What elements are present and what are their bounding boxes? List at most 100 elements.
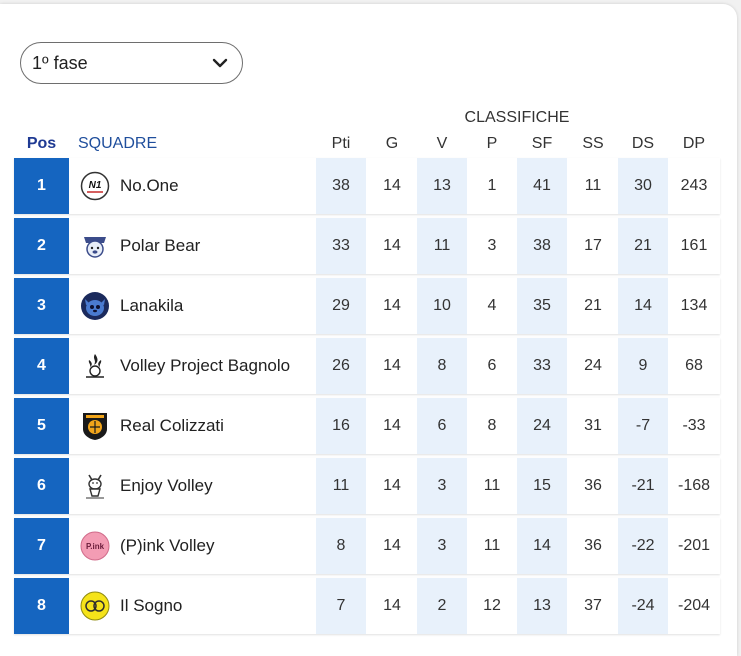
position-cell: 7	[14, 518, 69, 574]
stat-ds: 21	[618, 218, 668, 274]
table-header: Pos SQUADRE Pti G V P SF SS DS DP	[14, 135, 720, 157]
team-name[interactable]: Polar Bear	[120, 236, 201, 255]
stat-ds: 9	[618, 338, 668, 394]
svg-text:P.ink: P.ink	[86, 542, 105, 551]
stat-dp: 68	[685, 357, 703, 374]
stat-g: 14	[383, 597, 401, 614]
stat-sf: 33	[517, 338, 567, 394]
stat-p: 6	[487, 357, 497, 374]
stat-v: 2	[417, 578, 467, 634]
pink-volley-logo-icon: P.ink	[80, 531, 110, 561]
table-row[interactable]: 8 Il Sogno 7 14 2 12 13 37 -24 -204	[14, 578, 720, 634]
team-name[interactable]: Il Sogno	[120, 596, 183, 615]
position-cell: 3	[14, 278, 69, 334]
enjoy-volley-logo-icon	[80, 471, 110, 501]
stat-pti: 33	[316, 218, 366, 274]
stat-p: 3	[487, 237, 497, 254]
team-name[interactable]: Volley Project Bagnolo	[120, 356, 291, 375]
stat-sf: 38	[517, 218, 567, 274]
stat-ss: 36	[584, 537, 602, 554]
stat-sf: 14	[517, 518, 567, 574]
team-name[interactable]: (P)ink Volley	[120, 536, 215, 555]
stat-p: 1	[487, 177, 497, 194]
phase-select[interactable]: 1º fase	[20, 42, 243, 84]
stat-ds: 14	[618, 278, 668, 334]
stat-pti: 29	[316, 278, 366, 334]
team-name[interactable]: Lanakila	[120, 296, 184, 315]
table-row[interactable]: 7 P.ink (P)ink Volley 8 14 3 11 14 36 -2…	[14, 518, 720, 574]
stat-sf: 15	[517, 458, 567, 514]
table-row[interactable]: 5 Real Colizzati 16 14 6 8 24 31 -7 -33	[14, 398, 720, 454]
stat-dp: 243	[680, 177, 708, 194]
stat-ss: 11	[584, 177, 602, 194]
stat-g: 14	[383, 417, 401, 434]
stat-v: 13	[417, 158, 467, 214]
position-cell: 4	[14, 338, 69, 394]
table-title: CLASSIFICHE	[464, 109, 570, 126]
real-colizzati-logo-icon	[80, 411, 110, 441]
stat-sf: 35	[517, 278, 567, 334]
table-row[interactable]: 1 N1 No.One 38 14 13 1 41 11 30 243	[14, 158, 720, 214]
stat-g: 14	[383, 537, 401, 554]
stat-v: 3	[417, 518, 467, 574]
position-cell: 1	[14, 158, 69, 214]
phase-select-value: 1º fase	[32, 52, 88, 73]
team-name[interactable]: Real Colizzati	[120, 416, 224, 435]
stat-p: 4	[487, 297, 497, 314]
standings-rows: 1 N1 No.One 38 14 13 1 41 11 30 243 2 Po…	[14, 158, 720, 638]
stat-p: 12	[483, 597, 501, 614]
stat-ss: 31	[584, 417, 602, 434]
table-row[interactable]: 2 Polar Bear 33 14 11 3 38 17 21 161	[14, 218, 720, 274]
lanakila-logo-icon	[80, 291, 110, 321]
il-sogno-logo-icon	[80, 591, 110, 621]
team-name[interactable]: No.One	[120, 176, 179, 195]
volley-project-bagnolo-logo-icon	[80, 351, 110, 381]
position-cell: 5	[14, 398, 69, 454]
stat-v: 3	[417, 458, 467, 514]
stat-pti: 7	[316, 578, 366, 634]
header-g: G	[385, 135, 399, 152]
position-cell: 2	[14, 218, 69, 274]
position-cell: 8	[14, 578, 69, 634]
position-cell: 6	[14, 458, 69, 514]
header-pti: Pti	[331, 135, 351, 152]
stat-ss: 21	[584, 297, 602, 314]
stat-dp: -33	[682, 417, 706, 434]
stat-pti: 38	[316, 158, 366, 214]
stat-ds: -21	[618, 458, 668, 514]
stat-dp: -201	[677, 537, 711, 554]
team-name[interactable]: Enjoy Volley	[120, 476, 213, 495]
stat-ds: 30	[618, 158, 668, 214]
table-row[interactable]: 4 Volley Project Bagnolo 26 14 8 6 33 24…	[14, 338, 720, 394]
standings-card: 1º fase CLASSIFICHE Pos SQUADRE Pti G V …	[0, 4, 737, 656]
table-row[interactable]: 6 Enjoy Volley 11 14 3 11 15 36 -21 -168	[14, 458, 720, 514]
stat-g: 14	[383, 177, 401, 194]
stat-g: 14	[383, 237, 401, 254]
header-ds: DS	[631, 135, 655, 152]
polar-bear-logo-icon	[80, 231, 110, 261]
stat-ds: -22	[618, 518, 668, 574]
stat-ds: -7	[618, 398, 668, 454]
stat-g: 14	[383, 297, 401, 314]
stat-v: 10	[417, 278, 467, 334]
no-one-logo-icon: N1	[80, 171, 110, 201]
header-ss: SS	[582, 135, 604, 152]
stat-dp: 134	[680, 297, 708, 314]
stat-dp: -204	[677, 597, 711, 614]
stat-pti: 11	[316, 458, 366, 514]
table-row[interactable]: 3 Lanakila 29 14 10 4 35 21 14 134	[14, 278, 720, 334]
stat-p: 8	[487, 417, 497, 434]
header-v: V	[436, 135, 448, 152]
stat-ds: -24	[618, 578, 668, 634]
stat-ss: 36	[584, 477, 602, 494]
stat-v: 8	[417, 338, 467, 394]
chevron-down-icon	[212, 58, 228, 68]
stat-sf: 13	[517, 578, 567, 634]
stat-sf: 24	[517, 398, 567, 454]
stat-pti: 16	[316, 398, 366, 454]
stat-dp: 161	[680, 237, 708, 254]
stat-sf: 41	[517, 158, 567, 214]
header-team: SQUADRE	[78, 135, 158, 152]
stat-p: 11	[483, 477, 501, 494]
stat-v: 11	[417, 218, 467, 274]
